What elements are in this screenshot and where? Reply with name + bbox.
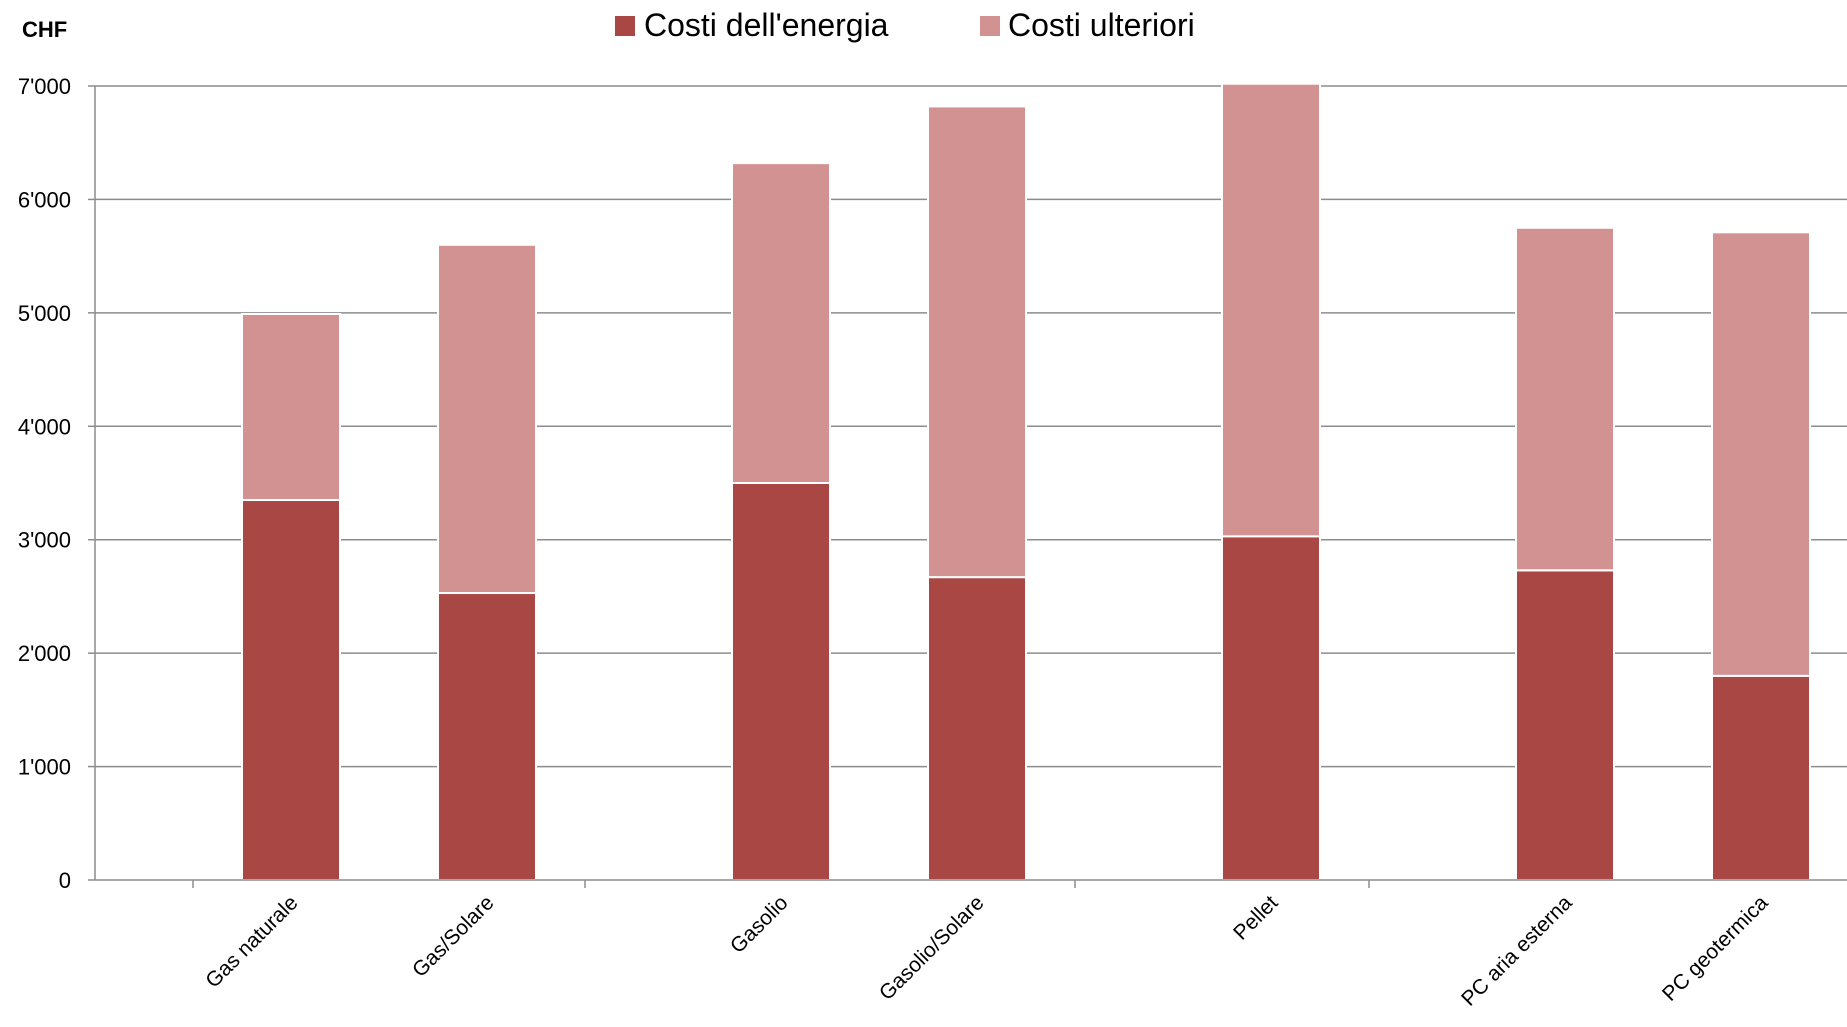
y-tick-label: 0 [59, 868, 71, 893]
bar-segment [437, 243, 537, 595]
bar-segment [437, 592, 537, 881]
bar-segment [1711, 674, 1811, 881]
legend-swatch [980, 16, 1000, 36]
y-tick-label: 5'000 [18, 301, 71, 326]
bar-segment [1221, 535, 1321, 881]
bar-segment [241, 312, 341, 502]
y-unit-label: CHF [22, 17, 67, 42]
legend-swatch [615, 16, 635, 36]
legend-label: Costi ulteriori [1008, 7, 1195, 43]
y-axis-ticks: 0 1'000 2'000 3'000 4'000 5'000 6'000 7'000 [18, 74, 95, 893]
bar-segment [731, 482, 831, 881]
bar-segment [1515, 226, 1615, 572]
y-tick-label: 3'000 [18, 528, 71, 553]
y-tick-label: 7'000 [18, 74, 71, 99]
bar-segment [927, 105, 1027, 579]
bar-segment [731, 162, 831, 484]
y-tick-label: 6'000 [18, 187, 71, 212]
bar-segment [241, 499, 341, 881]
legend: Costi dell'energia Costi ulteriori [615, 7, 1195, 43]
bar-segment [927, 576, 1027, 881]
y-tick-label: 2'000 [18, 641, 71, 666]
legend-label: Costi dell'energia [644, 7, 889, 43]
y-tick-label: 1'000 [18, 755, 71, 780]
bar-segment [1711, 231, 1811, 677]
bar-segment [1221, 82, 1321, 538]
bars [241, 82, 1811, 882]
y-tick-label: 4'000 [18, 414, 71, 439]
bar-segment [1515, 569, 1615, 882]
axes [94, 86, 1847, 881]
